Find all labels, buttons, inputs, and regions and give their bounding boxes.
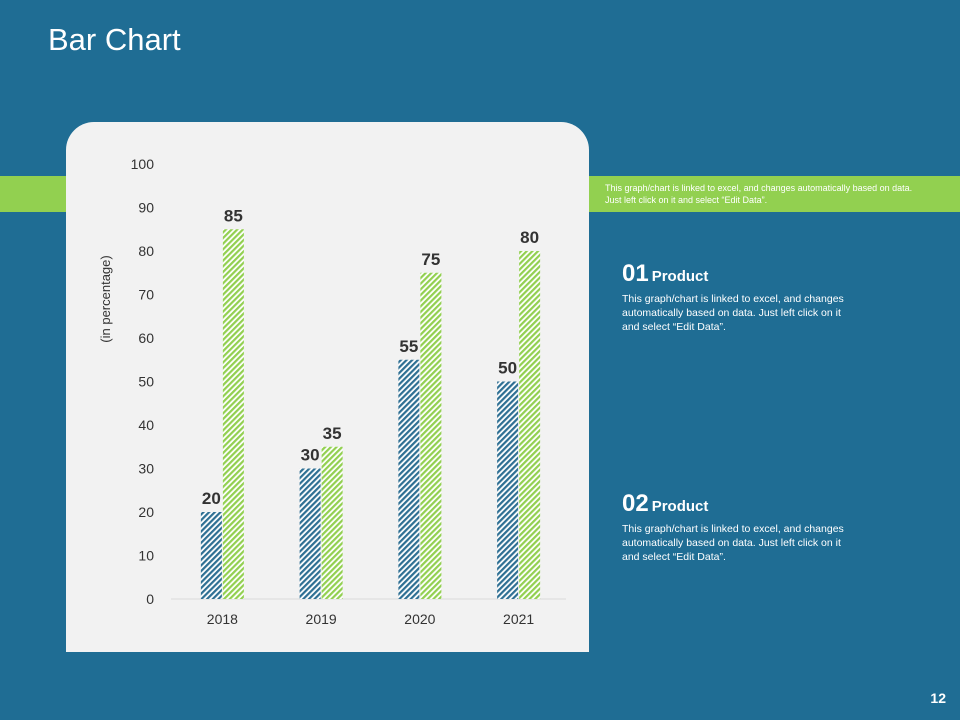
y-tick-label: 20: [138, 504, 154, 520]
y-axis-title: (in percentage): [98, 255, 113, 342]
y-tick-label: 40: [138, 417, 154, 433]
x-tick-label: 2018: [207, 611, 238, 627]
bar: [420, 272, 442, 599]
product-01: 01 Product This graph/chart is linked to …: [622, 260, 882, 334]
data-label: 75: [421, 250, 440, 269]
y-tick-label: 10: [138, 548, 154, 564]
page-number: 12: [930, 690, 946, 706]
bar: [519, 251, 541, 599]
y-tick-label: 60: [138, 330, 154, 346]
bar: [222, 229, 244, 599]
y-tick-label: 0: [146, 591, 154, 607]
data-label: 50: [498, 359, 517, 378]
band-caption: This graph/chart is linked to excel, and…: [605, 183, 913, 205]
y-tick-label: 50: [138, 374, 154, 390]
data-label: 20: [202, 489, 221, 508]
product-label: Product: [651, 268, 709, 285]
slide-title: Bar Chart: [48, 22, 181, 57]
data-label: 30: [301, 446, 320, 465]
x-tick-label: 2019: [306, 611, 337, 627]
y-tick-label: 80: [138, 243, 154, 259]
product-number: 02: [622, 490, 649, 517]
bar-chart: 0 10 20 30 40 50 60 70 80 90 100 (in percentage) 20 8…: [98, 156, 566, 627]
bar: [497, 381, 519, 599]
product-number: 01: [622, 260, 649, 287]
data-label: 85: [224, 206, 243, 225]
product-description: This graph/chart is linked to excel, and…: [622, 293, 844, 333]
chart-card: 0 10 20 30 40 50 60 70 80 90 100 (in percentage) 20 8…: [66, 122, 589, 652]
x-tick-label: 2021: [503, 611, 534, 627]
product-label: Product: [651, 498, 709, 515]
product-description: This graph/chart is linked to excel, and…: [622, 523, 844, 563]
y-tick-label: 90: [138, 200, 154, 216]
y-tick-label: 70: [138, 287, 154, 303]
y-tick-label: 30: [138, 461, 154, 477]
x-tick-label: 2020: [404, 611, 435, 627]
data-label: 55: [399, 337, 418, 356]
product-02: 02 Product This graph/chart is linked to …: [622, 490, 882, 564]
bar: [398, 359, 420, 599]
data-label: 80: [520, 228, 539, 247]
data-label: 35: [323, 424, 342, 443]
bar: [200, 512, 222, 599]
bar: [321, 446, 343, 599]
y-tick-label: 100: [131, 156, 155, 172]
bar: [299, 468, 321, 599]
